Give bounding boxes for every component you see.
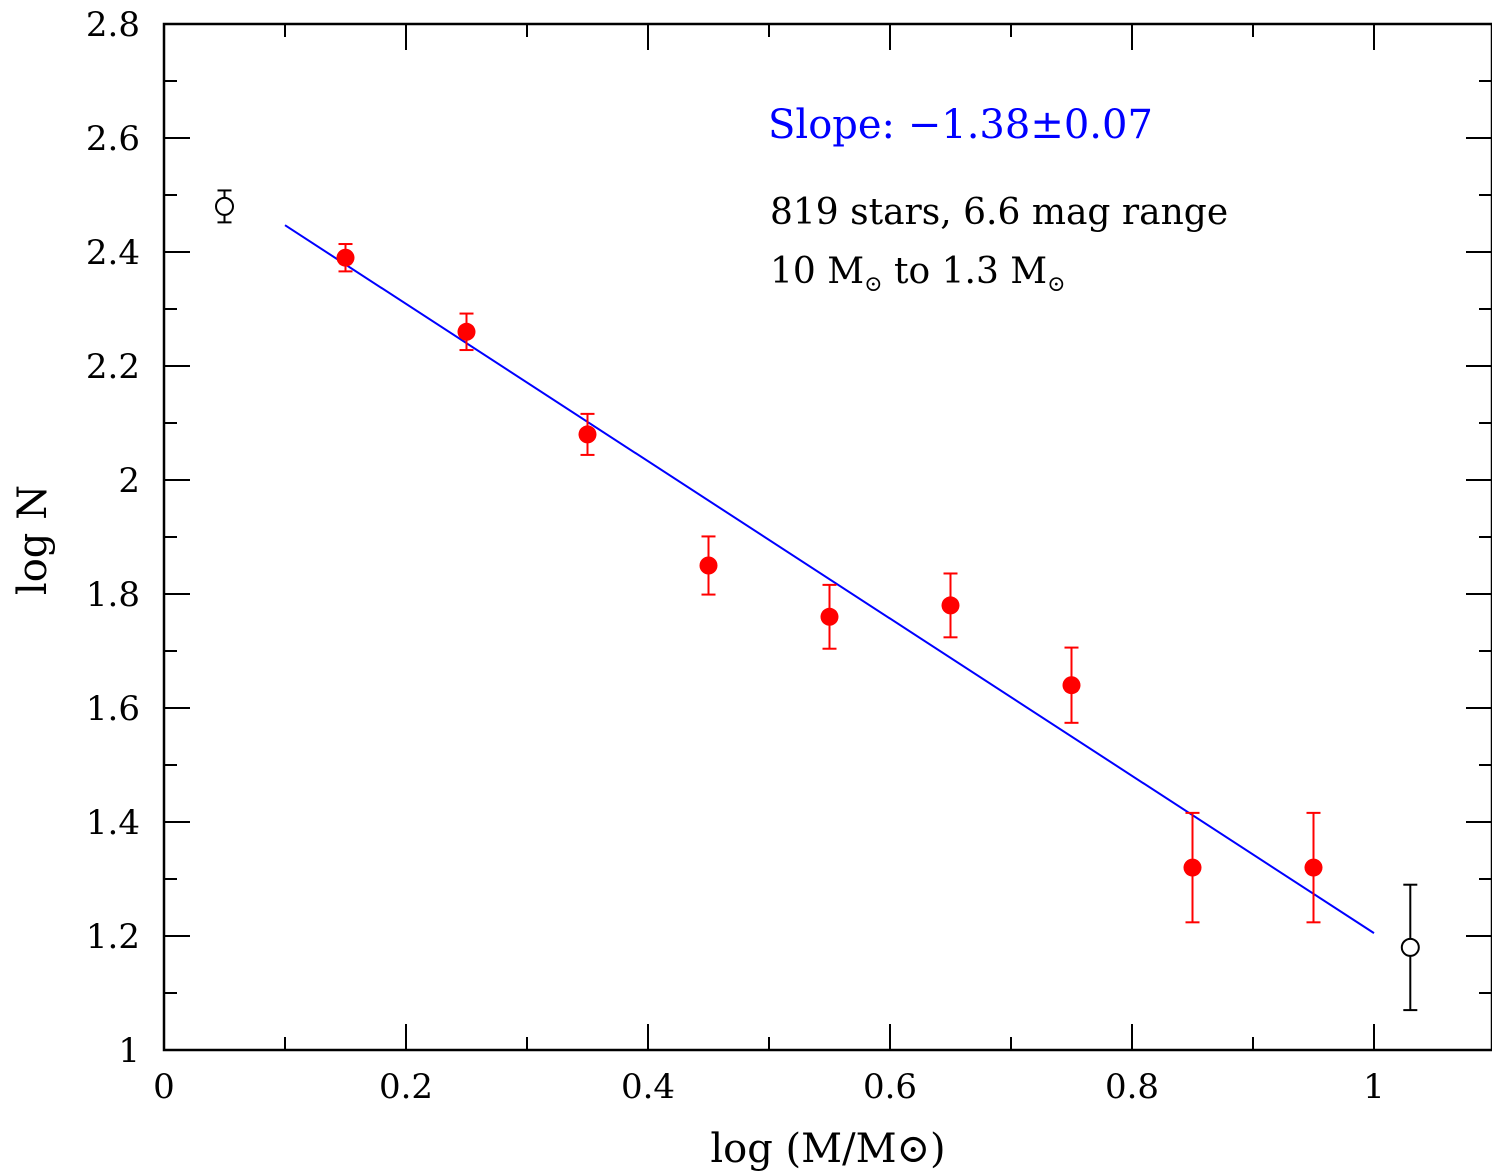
major-ticks: [163, 23, 1492, 1051]
sun-symbol-2: ⊙: [1047, 272, 1065, 297]
y-tick-labels: 1 1.2 1.4 1.6 1.8 2 2.2 2.4 2.6 2.8: [86, 5, 140, 1071]
y-tick-label: 1.6: [86, 689, 140, 729]
data-point-open: [1400, 937, 1420, 957]
data-point-filled: [1304, 858, 1323, 877]
minor-ticks: [164, 24, 1492, 1050]
data-point-filled: [578, 425, 597, 444]
mass-range-to: to 1.3 M: [883, 251, 1048, 292]
data-point-filled: [699, 556, 718, 575]
x-tick-label: 0: [153, 1067, 175, 1107]
data-point-filled: [336, 248, 355, 267]
sun-symbol-1: ⊙: [864, 272, 882, 297]
y-tick-label: 1.2: [86, 917, 140, 957]
x-tick-label: 0.4: [621, 1067, 675, 1107]
x-tick-label: 1: [1363, 1067, 1385, 1107]
mass-range-from: 10 M: [770, 251, 864, 292]
data-point-filled: [820, 607, 839, 626]
y-tick-label: 2.8: [86, 5, 140, 45]
fit-line: [284, 224, 1375, 934]
y-tick-label: 1.8: [86, 575, 140, 615]
y-tick-label: 2: [118, 461, 140, 501]
stars-annotation: 819 stars, 6.6 mag range: [770, 192, 1228, 233]
data-point-filled: [1062, 676, 1081, 695]
data-point-filled: [941, 596, 960, 615]
x-tick-label: 0.8: [1105, 1067, 1159, 1107]
x-axis-title: log (M/M⊙): [710, 1126, 945, 1172]
y-tick-label: 1.4: [86, 803, 140, 843]
data-point-filled: [457, 322, 476, 341]
y-axis-title: log N: [10, 485, 56, 595]
x-tick-label: 0.6: [863, 1067, 917, 1107]
data-point-open: [215, 196, 234, 216]
plot-frame: [162, 22, 1492, 1052]
mass-range-annotation: 10 M⊙ to 1.3 M⊙: [770, 251, 1066, 297]
y-tick-label: 2.6: [86, 119, 140, 159]
data-point-filled: [1183, 858, 1202, 877]
data-points: [215, 189, 1420, 1012]
x-tick-labels: 0 0.2 0.4 0.6 0.8 1: [153, 1067, 1385, 1107]
y-tick-label: 2.2: [86, 347, 140, 387]
x-tick-label: 0.2: [379, 1067, 433, 1107]
y-tick-label: 2.4: [86, 233, 140, 273]
slope-annotation: Slope: −1.38±0.07: [768, 102, 1153, 148]
y-tick-label: 1: [118, 1031, 140, 1071]
